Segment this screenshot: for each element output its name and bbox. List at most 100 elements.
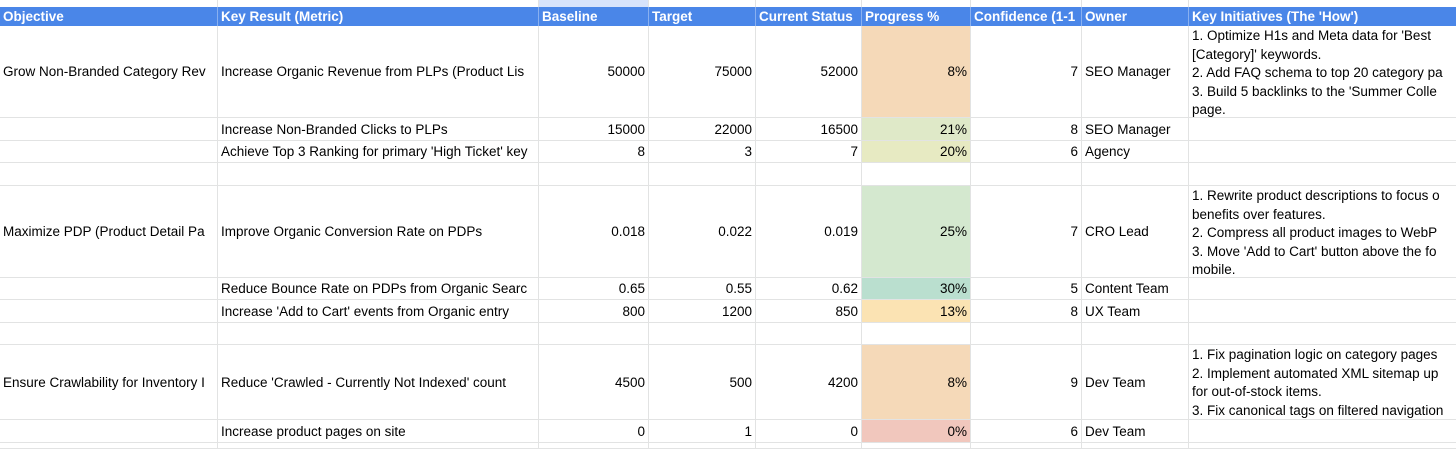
- column-header-current[interactable]: Current Status: [756, 7, 862, 26]
- column-header-initiatives[interactable]: Key Initiatives (The 'How'): [1189, 7, 1456, 26]
- cell-owner[interactable]: [1082, 323, 1189, 345]
- cell-objective[interactable]: [0, 300, 218, 323]
- cell-objective[interactable]: [0, 118, 218, 141]
- cell-progress[interactable]: 25%: [862, 186, 971, 278]
- cell-target[interactable]: 75000: [649, 26, 756, 118]
- cell-progress[interactable]: 8%: [862, 345, 971, 420]
- cell-current[interactable]: 16500: [756, 118, 862, 141]
- cell-progress[interactable]: [862, 323, 971, 345]
- cell-current[interactable]: [756, 323, 862, 345]
- column-header-key_result[interactable]: Key Result (Metric): [218, 7, 539, 26]
- cell-confidence[interactable]: [971, 163, 1082, 186]
- cell-key_result[interactable]: Reduce 'Crawled - Currently Not Indexed'…: [218, 345, 539, 420]
- cell-initiatives[interactable]: [1189, 323, 1456, 345]
- cell-objective[interactable]: Ensure Crawlability for Inventory I: [0, 345, 218, 420]
- cell-owner[interactable]: SEO Manager: [1082, 26, 1189, 118]
- cell-confidence[interactable]: 9: [971, 345, 1082, 420]
- cell-owner[interactable]: [1082, 163, 1189, 186]
- cell-target[interactable]: [649, 163, 756, 186]
- cell-partial[interactable]: [862, 443, 971, 449]
- cell-baseline[interactable]: 800: [539, 300, 649, 323]
- cell-baseline[interactable]: 0.65: [539, 278, 649, 300]
- cell-initiatives[interactable]: 1. Fix pagination logic on category page…: [1189, 345, 1456, 420]
- cell-partial[interactable]: [0, 0, 218, 7]
- cell-key_result[interactable]: Improve Organic Conversion Rate on PDPs: [218, 186, 539, 278]
- cell-initiatives[interactable]: [1189, 420, 1456, 443]
- cell-baseline[interactable]: 0.018: [539, 186, 649, 278]
- cell-current[interactable]: 52000: [756, 26, 862, 118]
- cell-partial[interactable]: [971, 443, 1082, 449]
- cell-partial[interactable]: [971, 0, 1082, 7]
- cell-objective[interactable]: [0, 141, 218, 163]
- cell-target[interactable]: 3: [649, 141, 756, 163]
- cell-baseline[interactable]: [539, 163, 649, 186]
- column-header-progress[interactable]: Progress %: [862, 7, 971, 26]
- cell-partial[interactable]: [218, 443, 539, 449]
- cell-progress[interactable]: 30%: [862, 278, 971, 300]
- cell-objective[interactable]: [0, 420, 218, 443]
- cell-owner[interactable]: Content Team: [1082, 278, 1189, 300]
- cell-current[interactable]: 7: [756, 141, 862, 163]
- cell-target[interactable]: 1200: [649, 300, 756, 323]
- cell-key_result[interactable]: Increase Non-Branded Clicks to PLPs: [218, 118, 539, 141]
- cell-current[interactable]: 4200: [756, 345, 862, 420]
- cell-key_result[interactable]: Increase 'Add to Cart' events from Organ…: [218, 300, 539, 323]
- cell-confidence[interactable]: 7: [971, 26, 1082, 118]
- cell-partial[interactable]: [1082, 443, 1189, 449]
- cell-target[interactable]: 0.55: [649, 278, 756, 300]
- cell-initiatives[interactable]: [1189, 278, 1456, 300]
- cell-initiatives[interactable]: [1189, 300, 1456, 323]
- cell-confidence[interactable]: 7: [971, 186, 1082, 278]
- cell-owner[interactable]: SEO Manager: [1082, 118, 1189, 141]
- cell-baseline[interactable]: 15000: [539, 118, 649, 141]
- cell-partial[interactable]: [1189, 443, 1456, 449]
- cell-key_result[interactable]: Achieve Top 3 Ranking for primary 'High …: [218, 141, 539, 163]
- cell-initiatives[interactable]: 1. Optimize H1s and Meta data for 'Best […: [1189, 26, 1456, 118]
- cell-objective[interactable]: Grow Non-Branded Category Rev: [0, 26, 218, 118]
- cell-baseline[interactable]: [539, 323, 649, 345]
- column-header-baseline[interactable]: Baseline: [539, 7, 649, 26]
- cell-partial[interactable]: [756, 0, 862, 7]
- cell-key_result[interactable]: Increase product pages on site: [218, 420, 539, 443]
- cell-partial[interactable]: [649, 0, 756, 7]
- cell-partial[interactable]: [756, 443, 862, 449]
- cell-confidence[interactable]: [971, 323, 1082, 345]
- cell-baseline[interactable]: 8: [539, 141, 649, 163]
- cell-target[interactable]: 500: [649, 345, 756, 420]
- cell-partial[interactable]: [218, 0, 539, 7]
- cell-partial[interactable]: [0, 443, 218, 449]
- cell-progress[interactable]: [862, 163, 971, 186]
- cell-objective[interactable]: Maximize PDP (Product Detail Pa: [0, 186, 218, 278]
- cell-current[interactable]: [756, 163, 862, 186]
- cell-owner[interactable]: Dev Team: [1082, 420, 1189, 443]
- cell-partial[interactable]: [1189, 0, 1456, 7]
- cell-objective[interactable]: [0, 323, 218, 345]
- column-header-objective[interactable]: Objective: [0, 7, 218, 26]
- cell-current[interactable]: 0: [756, 420, 862, 443]
- cell-initiatives[interactable]: [1189, 141, 1456, 163]
- cell-confidence[interactable]: 5: [971, 278, 1082, 300]
- cell-target[interactable]: 1: [649, 420, 756, 443]
- cell-initiatives[interactable]: [1189, 118, 1456, 141]
- cell-target[interactable]: 0.022: [649, 186, 756, 278]
- cell-key_result[interactable]: [218, 163, 539, 186]
- cell-progress[interactable]: 21%: [862, 118, 971, 141]
- cell-confidence[interactable]: 6: [971, 141, 1082, 163]
- cell-progress[interactable]: 20%: [862, 141, 971, 163]
- cell-initiatives[interactable]: [1189, 163, 1456, 186]
- cell-current[interactable]: 0.62: [756, 278, 862, 300]
- column-header-target[interactable]: Target: [649, 7, 756, 26]
- column-header-owner[interactable]: Owner: [1082, 7, 1189, 26]
- cell-owner[interactable]: Dev Team: [1082, 345, 1189, 420]
- cell-baseline[interactable]: 4500: [539, 345, 649, 420]
- cell-owner[interactable]: Agency: [1082, 141, 1189, 163]
- cell-confidence[interactable]: 8: [971, 118, 1082, 141]
- cell-baseline[interactable]: 50000: [539, 26, 649, 118]
- cell-current[interactable]: 0.019: [756, 186, 862, 278]
- cell-baseline[interactable]: 0: [539, 420, 649, 443]
- cell-target[interactable]: [649, 323, 756, 345]
- cell-confidence[interactable]: 8: [971, 300, 1082, 323]
- cell-partial[interactable]: [649, 443, 756, 449]
- cell-key_result[interactable]: [218, 323, 539, 345]
- cell-target[interactable]: 22000: [649, 118, 756, 141]
